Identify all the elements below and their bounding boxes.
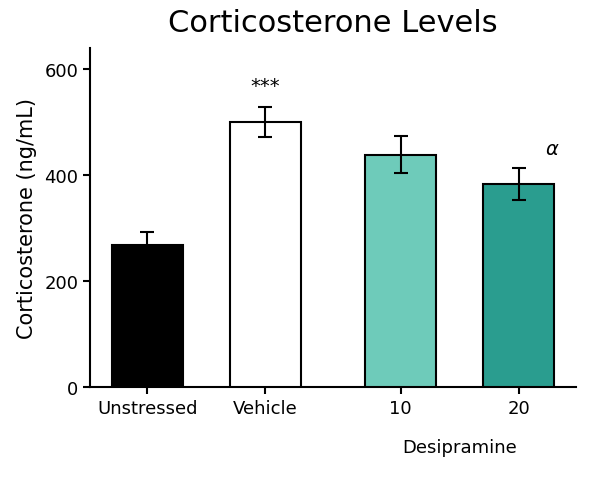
Text: α: α	[545, 140, 558, 159]
Text: Desipramine: Desipramine	[402, 439, 517, 456]
Bar	[365, 155, 436, 387]
Bar	[112, 245, 183, 387]
Bar	[483, 184, 554, 387]
Title: Corticosterone Levels: Corticosterone Levels	[168, 9, 498, 38]
Y-axis label: Corticosterone (ng/mL): Corticosterone (ng/mL)	[17, 98, 37, 338]
Text: ***: ***	[250, 77, 280, 96]
Bar	[230, 122, 301, 387]
